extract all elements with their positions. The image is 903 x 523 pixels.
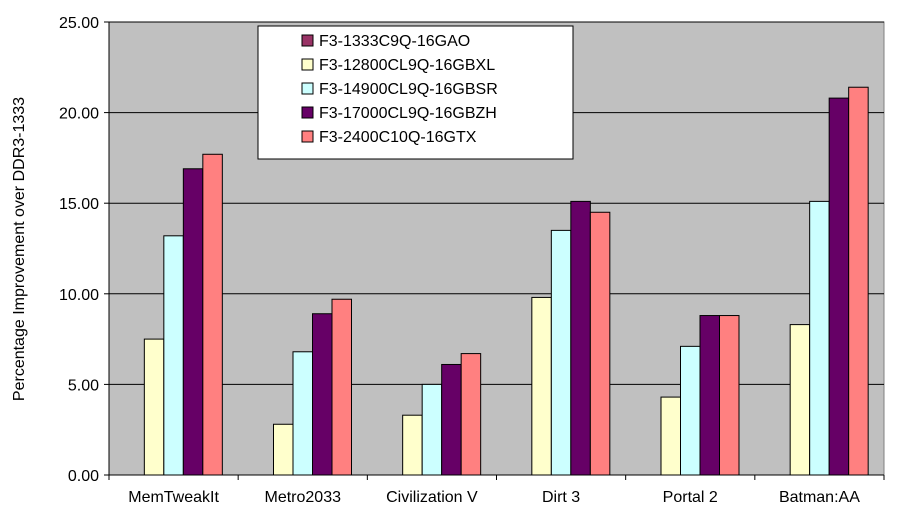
x-tick-label: Metro2033 [265, 489, 342, 506]
bar [719, 315, 740, 476]
bar [848, 86, 869, 476]
bar [809, 200, 830, 476]
legend-swatch [301, 34, 314, 47]
x-tick-label: Dirt 3 [542, 489, 580, 506]
legend-swatch [301, 130, 314, 143]
y-tick-label: 20.00 [59, 106, 99, 123]
bars [143, 86, 869, 476]
bar [680, 345, 701, 476]
legend-swatch [301, 58, 314, 71]
y-tick-label: 0.00 [68, 468, 99, 485]
bar [143, 338, 165, 476]
bar [589, 211, 611, 476]
y-axis-ticks: 0.00 5.00 10.00 15.00 20.00 25.00 [59, 15, 109, 485]
legend-swatch [301, 82, 314, 95]
bar [421, 383, 443, 476]
bar [828, 97, 850, 476]
y-tick-label: 5.00 [68, 377, 99, 394]
bar [312, 313, 333, 476]
x-axis-ticks: MemTweakIt Metro2033 Civilization V Dirt 3 P… [108, 475, 885, 506]
bar [660, 396, 681, 476]
x-tick-label: Portal 2 [663, 489, 718, 506]
x-tick-label: Civilization V [386, 489, 478, 506]
x-tick-label: Batman:AA [779, 489, 860, 506]
y-tick-label: 25.00 [59, 15, 99, 32]
bar [531, 296, 552, 476]
bar [163, 235, 184, 476]
bar [570, 200, 591, 476]
legend-label: F3-12800CL9Q-16GBXL [319, 57, 495, 74]
bar [441, 363, 462, 476]
legend-label: F3-17000CL9Q-16GBZH [319, 105, 497, 122]
bar [202, 153, 223, 476]
bar [460, 353, 482, 476]
y-tick-label: 15.00 [59, 196, 99, 213]
gridlines [109, 21, 884, 385]
y-tick-label: 10.00 [59, 287, 99, 304]
legend-label: F3-2400C10Q-16GTX [319, 129, 477, 146]
bar [292, 351, 313, 476]
x-tick-label: MemTweakIt [128, 489, 219, 506]
legend-label: F3-1333C9Q-16GAO [319, 33, 470, 50]
bar [331, 298, 352, 476]
bar [402, 414, 423, 476]
bar [789, 324, 811, 476]
bar [699, 315, 720, 476]
legend-label: F3-14900CL9Q-16GBSR [319, 81, 498, 98]
bar [273, 423, 294, 476]
legend-swatch [301, 106, 314, 119]
legend: F3-1333C9Q-16GAO F3-12800CL9Q-16GBXL F3-14… [257, 25, 574, 160]
bar [182, 168, 204, 476]
y-axis-title: Percentage Improvement over DDR3-1333 [11, 97, 28, 401]
bar [550, 229, 572, 476]
